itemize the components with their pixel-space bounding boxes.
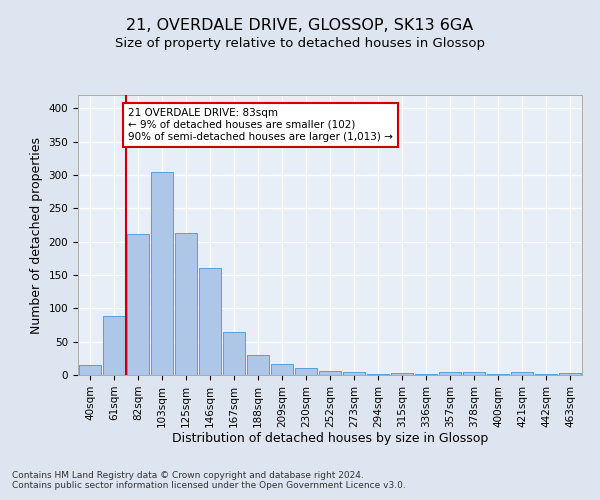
X-axis label: Distribution of detached houses by size in Glossop: Distribution of detached houses by size … [172, 432, 488, 446]
Bar [535, 374, 557, 375]
Text: 21 OVERDALE DRIVE: 83sqm
← 9% of detached houses are smaller (102)
90% of semi-d: 21 OVERDALE DRIVE: 83sqm ← 9% of detache… [128, 108, 393, 142]
Bar [223, 332, 245, 375]
Bar [103, 316, 125, 375]
Bar [439, 372, 461, 375]
Bar [343, 372, 365, 375]
Bar [487, 374, 509, 375]
Bar [175, 233, 197, 375]
Bar [511, 372, 533, 375]
Bar [415, 374, 437, 375]
Text: Size of property relative to detached houses in Glossop: Size of property relative to detached ho… [115, 38, 485, 51]
Bar [247, 355, 269, 375]
Bar [367, 374, 389, 375]
Bar [319, 371, 341, 375]
Bar [79, 365, 101, 375]
Y-axis label: Number of detached properties: Number of detached properties [30, 136, 43, 334]
Bar [127, 234, 149, 375]
Bar [151, 172, 173, 375]
Text: 21, OVERDALE DRIVE, GLOSSOP, SK13 6GA: 21, OVERDALE DRIVE, GLOSSOP, SK13 6GA [127, 18, 473, 32]
Bar [295, 368, 317, 375]
Bar [271, 364, 293, 375]
Bar [559, 373, 581, 375]
Bar [391, 373, 413, 375]
Bar [463, 372, 485, 375]
Bar [199, 268, 221, 375]
Text: Contains HM Land Registry data © Crown copyright and database right 2024.
Contai: Contains HM Land Registry data © Crown c… [12, 470, 406, 490]
